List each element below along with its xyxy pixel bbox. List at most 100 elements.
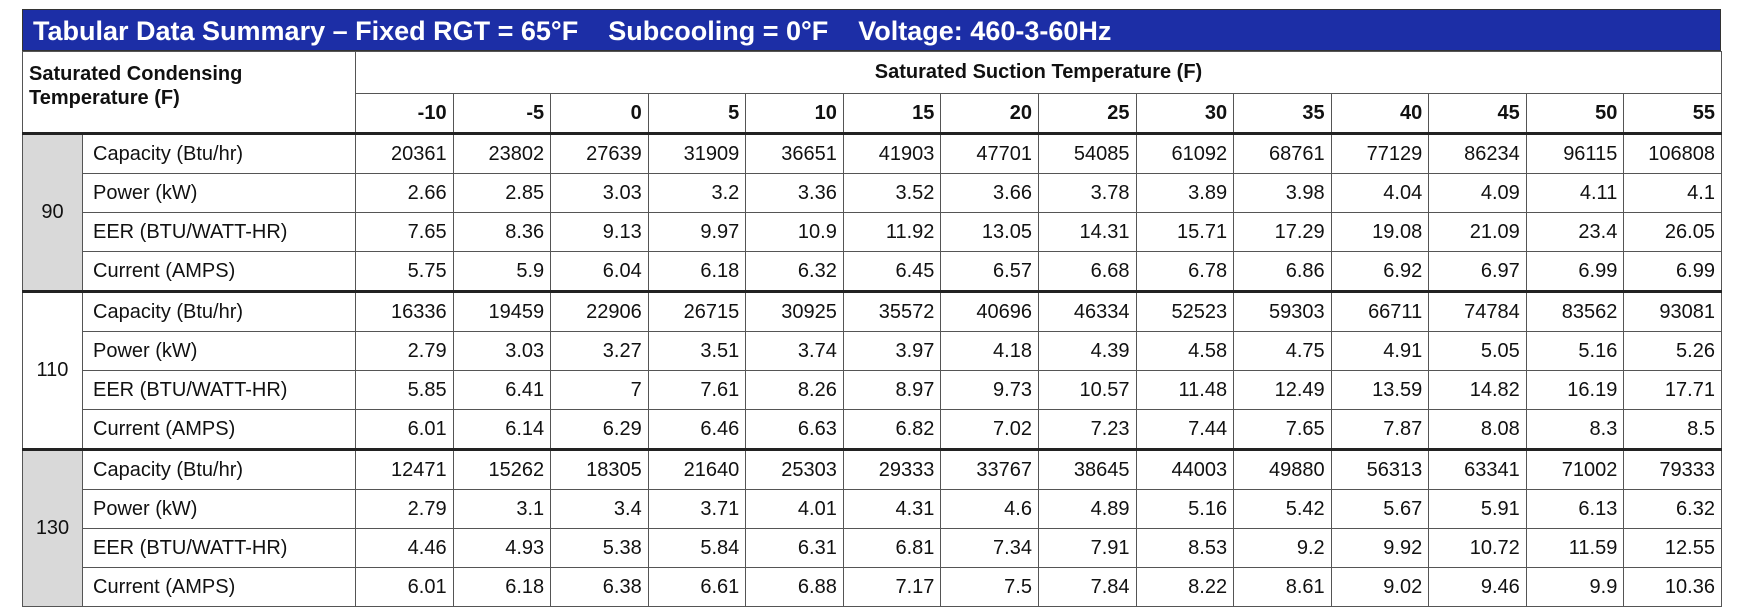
data-row: EER (BTU/WATT-HR) 7.65 8.36 9.13 9.97 10.9 11.… bbox=[23, 212, 1722, 252]
value-cell: 4.18 bbox=[940, 331, 1039, 371]
value-cell: 7.65 bbox=[355, 212, 454, 252]
value-cell: 33767 bbox=[940, 448, 1039, 490]
value-cell: 4.46 bbox=[355, 528, 454, 568]
value-cell: 7.84 bbox=[1037, 567, 1137, 607]
value-cell: 5.75 bbox=[355, 251, 454, 292]
value-cell: 35572 bbox=[842, 290, 942, 332]
value-cell: 5.38 bbox=[550, 528, 649, 568]
value-cell: 6.14 bbox=[452, 409, 552, 450]
value-cell: 13.59 bbox=[1330, 370, 1430, 410]
temperature-header: 15 bbox=[842, 93, 942, 134]
value-cell: 5.26 bbox=[1623, 331, 1722, 371]
value-cell: 38645 bbox=[1037, 448, 1137, 490]
temperature-header: 10 bbox=[745, 93, 844, 134]
temperature-header: 45 bbox=[1428, 93, 1527, 134]
data-row: EER (BTU/WATT-HR) 4.46 4.93 5.38 5.84 6.31 6.8… bbox=[23, 528, 1722, 568]
data-row: Power (kW) 2.79 3.03 3.27 3.51 3.74 3.97 4.18 4.… bbox=[23, 331, 1722, 371]
value-cell: 6.92 bbox=[1330, 251, 1430, 292]
header-row: Saturated Condensing Temperature (F) Sat… bbox=[21, 51, 1722, 134]
value-cell: 63341 bbox=[1428, 448, 1527, 490]
value-cell: 7.91 bbox=[1037, 528, 1137, 568]
value-cell: 21.09 bbox=[1428, 212, 1527, 252]
value-cell: 6.61 bbox=[647, 567, 747, 607]
summary-panel: Tabular Data Summary – Fixed RGT = 65°F … bbox=[21, 9, 1722, 607]
value-cell: 19459 bbox=[452, 290, 552, 332]
value-cell: 9.02 bbox=[1330, 567, 1430, 607]
row-label: EER (BTU/WATT-HR) bbox=[81, 212, 357, 252]
value-cell: 22906 bbox=[550, 290, 649, 332]
value-cell: 4.93 bbox=[452, 528, 552, 568]
row-label: Power (kW) bbox=[81, 331, 357, 371]
value-cell: 4.75 bbox=[1233, 331, 1332, 371]
value-cell: 3.78 bbox=[1037, 173, 1137, 213]
value-cell: 40696 bbox=[940, 290, 1039, 332]
value-cell: 71002 bbox=[1525, 448, 1625, 490]
value-cell: 41903 bbox=[842, 132, 942, 174]
value-cell: 3.51 bbox=[647, 331, 747, 371]
value-cell: 2.66 bbox=[355, 173, 454, 213]
value-cell: 9.46 bbox=[1428, 567, 1527, 607]
value-cell: 4.31 bbox=[842, 489, 942, 529]
value-cell: 7.61 bbox=[647, 370, 747, 410]
data-row: EER (BTU/WATT-HR) 5.85 6.41 7 7.61 8.26 8.97 9.… bbox=[23, 370, 1722, 410]
temperature-header: -5 bbox=[452, 93, 552, 134]
value-cell: 4.09 bbox=[1428, 173, 1527, 213]
value-cell: 93081 bbox=[1623, 290, 1722, 332]
value-cell: 4.01 bbox=[745, 489, 844, 529]
data-table: Saturated Condensing Temperature (F) Sat… bbox=[21, 51, 1722, 607]
value-cell: 54085 bbox=[1037, 132, 1137, 174]
value-cell: 16.19 bbox=[1525, 370, 1625, 410]
value-cell: 6.32 bbox=[745, 251, 844, 292]
value-cell: 9.73 bbox=[940, 370, 1039, 410]
data-row: Current (AMPS) 6.01 6.14 6.29 6.46 6.63 6.82 7.… bbox=[23, 409, 1722, 450]
value-cell: 3.2 bbox=[647, 173, 747, 213]
value-cell: 23802 bbox=[452, 132, 552, 174]
temperature-header: 5 bbox=[647, 93, 747, 134]
value-cell: 17.29 bbox=[1233, 212, 1332, 252]
value-cell: 6.46 bbox=[647, 409, 747, 450]
value-cell: 61092 bbox=[1135, 132, 1235, 174]
value-cell: 49880 bbox=[1233, 448, 1332, 490]
value-cell: 2.85 bbox=[452, 173, 552, 213]
value-cell: 21640 bbox=[647, 448, 747, 490]
value-cell: 106808 bbox=[1623, 132, 1722, 174]
value-cell: 10.36 bbox=[1623, 567, 1722, 607]
condensing-temp: 110 bbox=[22, 290, 83, 450]
value-cell: 79333 bbox=[1623, 448, 1722, 490]
row-label: EER (BTU/WATT-HR) bbox=[81, 528, 357, 568]
value-cell: 30925 bbox=[745, 290, 844, 332]
value-cell: 3.97 bbox=[842, 331, 942, 371]
data-row: 110 Capacity (Btu/hr) 16336 19459 22906 26715… bbox=[22, 290, 1722, 450]
temperature-header: 35 bbox=[1233, 93, 1332, 134]
value-cell: 3.1 bbox=[452, 489, 552, 529]
data-row: Power (kW) 2.66 2.85 3.03 3.2 3.36 3.52 3.66 3.7… bbox=[23, 173, 1722, 213]
value-cell: 3.52 bbox=[842, 173, 942, 213]
suction-header: Saturated Suction Temperature (F) bbox=[355, 51, 1722, 94]
value-cell: 7.65 bbox=[1233, 409, 1332, 450]
temperature-row: -10 -5 0 5 10 15 20 25 30 35 40 45 50 55 bbox=[23, 93, 1722, 134]
row-label: EER (BTU/WATT-HR) bbox=[81, 370, 357, 410]
row-label: Capacity (Btu/hr) bbox=[81, 448, 357, 490]
value-cell: 10.9 bbox=[745, 212, 844, 252]
value-cell: 7.23 bbox=[1037, 409, 1137, 450]
value-cell: 5.85 bbox=[355, 370, 454, 410]
value-cell: 74784 bbox=[1428, 290, 1527, 332]
value-cell: 6.01 bbox=[355, 409, 454, 450]
value-cell: 31909 bbox=[647, 132, 747, 174]
value-cell: 15262 bbox=[452, 448, 552, 490]
value-cell: 36651 bbox=[745, 132, 844, 174]
value-cell: 3.36 bbox=[745, 173, 844, 213]
value-cell: 6.32 bbox=[1623, 489, 1722, 529]
value-cell: 6.68 bbox=[1037, 251, 1137, 292]
value-cell: 12471 bbox=[355, 448, 454, 490]
value-cell: 9.2 bbox=[1233, 528, 1332, 568]
value-cell: 3.66 bbox=[940, 173, 1039, 213]
value-cell: 6.13 bbox=[1525, 489, 1625, 529]
value-cell: 8.36 bbox=[452, 212, 552, 252]
value-cell: 19.08 bbox=[1330, 212, 1430, 252]
value-cell: 18305 bbox=[550, 448, 649, 490]
temperature-header: 30 bbox=[1135, 93, 1235, 134]
value-cell: 9.92 bbox=[1330, 528, 1430, 568]
value-cell: 6.99 bbox=[1525, 251, 1625, 292]
value-cell: 7.02 bbox=[940, 409, 1039, 450]
